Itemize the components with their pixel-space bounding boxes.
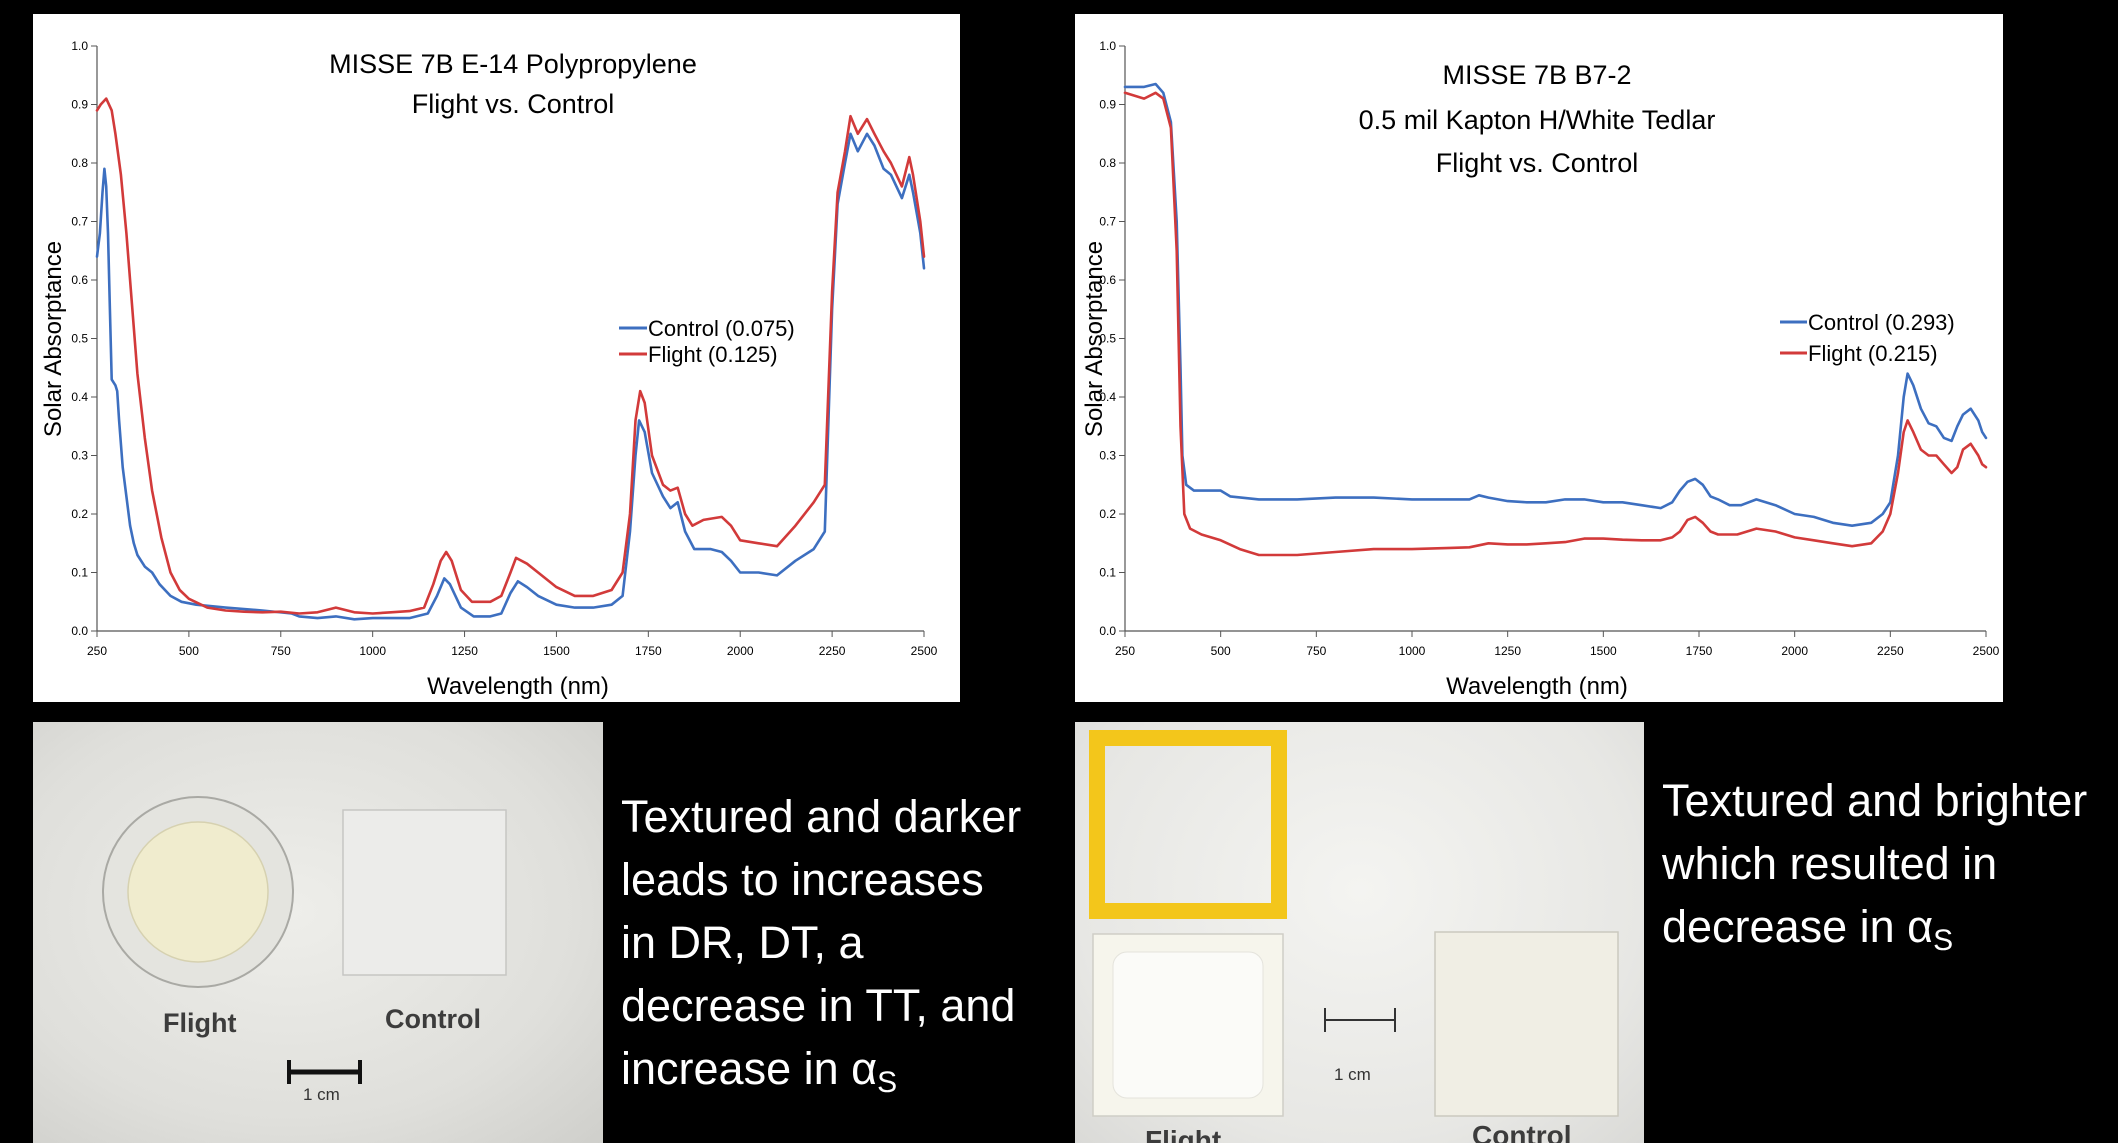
x-tick-label: 750 bbox=[1306, 644, 1326, 658]
x-tick-label: 1750 bbox=[1686, 644, 1713, 658]
flight-label: Flight bbox=[163, 1008, 237, 1038]
x-tick-label: 1500 bbox=[1590, 644, 1617, 658]
sample-photo-polypropylene: Flight Control 1 cm bbox=[33, 722, 603, 1143]
series-line-flight bbox=[1123, 91, 1988, 557]
flight-label: Flight bbox=[1145, 1125, 1222, 1143]
y-tick-label: 1.0 bbox=[71, 39, 88, 53]
caption-polypropylene: Textured and darker leads to increases i… bbox=[621, 785, 1021, 1100]
y-tick-label: 0.5 bbox=[71, 332, 88, 346]
x-tick-label: 500 bbox=[1211, 644, 1231, 658]
y-tick-label: 0.3 bbox=[1099, 449, 1116, 463]
x-axis-label: Wavelength (nm) bbox=[1446, 673, 1628, 700]
x-tick-label: 250 bbox=[87, 644, 107, 658]
y-tick-label: 0.8 bbox=[1099, 156, 1116, 170]
x-tick-label: 2500 bbox=[1973, 644, 2000, 658]
control-sample-square bbox=[1434, 931, 1619, 1117]
y-tick-label: 0.0 bbox=[1099, 624, 1116, 638]
legend-entry-control: Control (0.293) bbox=[1808, 310, 1955, 335]
control-label: Control bbox=[385, 1004, 481, 1034]
y-tick-label: 0.9 bbox=[1099, 98, 1116, 112]
x-tick-label: 750 bbox=[271, 644, 291, 658]
caption-line-last: decrease in αS bbox=[1662, 895, 2087, 958]
chart-title-line: MISSE 7B E-14 Polypropylene bbox=[329, 49, 697, 79]
x-tick-label: 1250 bbox=[451, 644, 478, 658]
y-tick-label: 1.0 bbox=[1099, 39, 1116, 53]
chart-title-line: Flight vs. Control bbox=[1436, 148, 1639, 178]
x-tick-label: 500 bbox=[179, 644, 199, 658]
caption-subscript: S bbox=[877, 1066, 898, 1099]
caption-subscript: S bbox=[1933, 924, 1954, 957]
y-tick-label: 0.3 bbox=[71, 449, 88, 463]
legend-entry-control: Control (0.075) bbox=[648, 316, 795, 341]
series-line-control bbox=[1123, 82, 1988, 527]
y-tick-label: 0.4 bbox=[1099, 390, 1116, 404]
legend-entry-flight: Flight (0.215) bbox=[1808, 341, 1938, 366]
caption-line: in DR, DT, a bbox=[621, 917, 864, 968]
caption-line: leads to increases bbox=[621, 854, 984, 905]
legend-entry-flight: Flight (0.125) bbox=[648, 342, 778, 367]
y-axis-label: Solar Absorptance bbox=[40, 241, 67, 437]
caption-line: Textured and darker bbox=[621, 791, 1022, 842]
y-tick-label: 0.1 bbox=[71, 566, 88, 580]
y-tick-label: 0.4 bbox=[71, 390, 88, 404]
control-sample-square bbox=[342, 809, 507, 976]
caption-text: increase in α bbox=[621, 1043, 878, 1094]
caption-line: which resulted in bbox=[1662, 838, 1998, 889]
y-axis-label: Solar Absorptance bbox=[1081, 241, 1108, 437]
series-line-flight bbox=[95, 97, 926, 615]
x-tick-label: 1500 bbox=[543, 644, 570, 658]
y-tick-label: 0.5 bbox=[1099, 332, 1116, 346]
x-tick-label: 1000 bbox=[359, 644, 386, 658]
chart-panel-polypropylene: 250 500 750 1000 1250 1500 1750 2000 2250 2500 0.0… bbox=[33, 14, 960, 702]
chart-title-line: Flight vs. Control bbox=[412, 89, 615, 119]
chart-polypropylene: 250 500 750 1000 1250 1500 1750 2000 2250 2500 0.0… bbox=[40, 39, 938, 700]
y-tick-label: 0.7 bbox=[71, 215, 88, 229]
y-tick-label: 0.9 bbox=[71, 98, 88, 112]
scale-label: 1 cm bbox=[303, 1085, 340, 1104]
control-label: Control bbox=[1472, 1120, 1572, 1143]
chart-title-line: MISSE 7B B7-2 bbox=[1442, 60, 1631, 90]
chart-title-line: 0.5 mil Kapton H/White Tedlar bbox=[1359, 105, 1716, 135]
y-tick-label: 0.2 bbox=[71, 507, 88, 521]
series-line-control bbox=[95, 132, 926, 621]
x-tick-label: 2000 bbox=[1781, 644, 1808, 658]
scale-label: 1 cm bbox=[1334, 1065, 1371, 1084]
x-tick-label: 1250 bbox=[1494, 644, 1521, 658]
y-tick-label: 0.6 bbox=[1099, 273, 1116, 287]
x-tick-label: 1000 bbox=[1399, 644, 1426, 658]
flight-sample-disc bbox=[127, 821, 269, 963]
caption-text: decrease in α bbox=[1662, 901, 1934, 952]
sample-photo-kapton-tedlar: Flight Control 1 cm bbox=[1075, 722, 1644, 1143]
x-tick-label: 2250 bbox=[819, 644, 846, 658]
chart-panel-kapton-tedlar: 250 500 750 1000 1250 1500 1750 2000 2250 2500 0.0… bbox=[1075, 14, 2003, 702]
x-axis-label: Wavelength (nm) bbox=[427, 673, 609, 700]
y-tick-label: 0.7 bbox=[1099, 215, 1116, 229]
y-tick-label: 0.2 bbox=[1099, 507, 1116, 521]
caption-kapton-tedlar: Textured and brighter which resulted in … bbox=[1662, 769, 2087, 958]
x-tick-label: 1750 bbox=[635, 644, 662, 658]
y-tick-label: 0.8 bbox=[71, 156, 88, 170]
caption-line-last: increase in αS bbox=[621, 1037, 1021, 1100]
caption-line: Textured and brighter bbox=[1662, 775, 2088, 826]
y-tick-label: 0.6 bbox=[71, 273, 88, 287]
x-tick-label: 2000 bbox=[727, 644, 754, 658]
y-tick-label: 0.0 bbox=[71, 624, 88, 638]
chart-kapton-tedlar: 250 500 750 1000 1250 1500 1750 2000 2250 2500 0.0… bbox=[1081, 39, 2000, 700]
x-tick-label: 2250 bbox=[1877, 644, 1904, 658]
y-tick-label: 0.1 bbox=[1099, 566, 1116, 580]
caption-line: decrease in TT, and bbox=[621, 980, 1016, 1031]
flight-sample-inner bbox=[1112, 951, 1264, 1099]
x-tick-label: 250 bbox=[1115, 644, 1135, 658]
x-tick-label: 2500 bbox=[911, 644, 938, 658]
yellow-frame-sample bbox=[1089, 730, 1287, 919]
